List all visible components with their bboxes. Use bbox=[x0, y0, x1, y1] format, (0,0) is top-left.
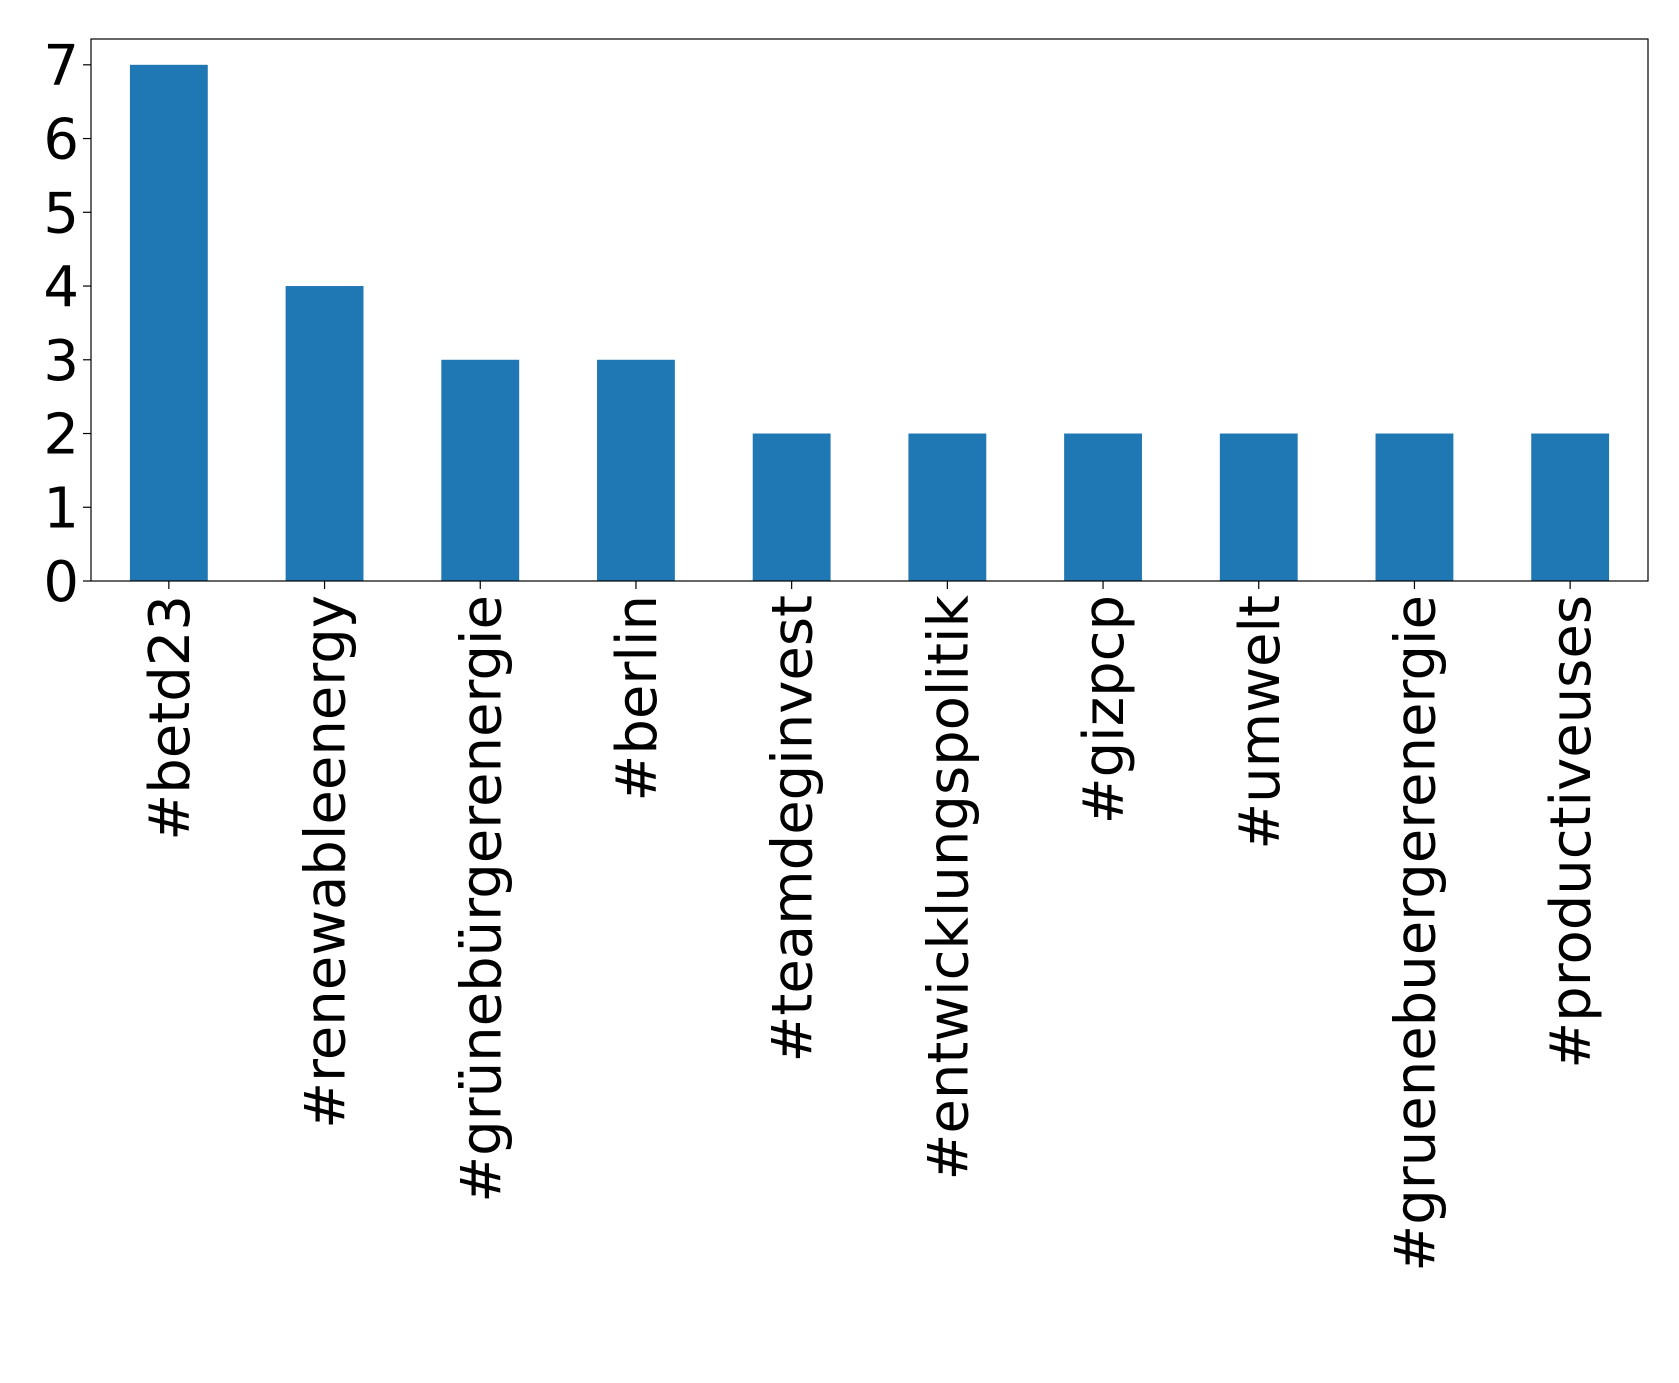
bar bbox=[441, 359, 520, 581]
bar bbox=[129, 64, 208, 582]
y-tick-label: 7 bbox=[43, 34, 79, 99]
bar bbox=[752, 433, 831, 581]
y-tick-label: 3 bbox=[43, 329, 79, 394]
y-tick-label: 6 bbox=[43, 108, 79, 173]
y-tick-label: 0 bbox=[43, 550, 79, 615]
bar bbox=[285, 286, 364, 581]
bar bbox=[1531, 433, 1610, 581]
bar bbox=[908, 433, 987, 581]
x-tick-label: #umwelt bbox=[1228, 595, 1293, 850]
x-tick-label: #gizpcp bbox=[1072, 595, 1137, 824]
y-tick-label: 4 bbox=[43, 255, 79, 320]
bar bbox=[597, 359, 675, 581]
y-tick-label: 5 bbox=[43, 181, 79, 246]
bar bbox=[1219, 433, 1298, 581]
bar bbox=[1064, 433, 1142, 581]
x-tick-label: #teamdeginvest bbox=[761, 595, 826, 1063]
y-tick-label: 1 bbox=[43, 476, 79, 541]
bar bbox=[1375, 433, 1454, 581]
x-tick-label: #grünebürgerenergie bbox=[449, 595, 514, 1203]
y-tick-label: 2 bbox=[43, 403, 79, 468]
x-tick-label: #gruenebuergerenergie bbox=[1383, 595, 1448, 1272]
x-tick-label: #berlin bbox=[605, 595, 670, 802]
plot-frame bbox=[90, 38, 1649, 582]
x-tick-label: #renewableenergy bbox=[294, 595, 359, 1129]
x-tick-label: #betd23 bbox=[138, 595, 203, 841]
x-tick-label: #entwicklungspolitik bbox=[916, 594, 981, 1180]
x-tick-label: #productiveuses bbox=[1539, 595, 1604, 1069]
